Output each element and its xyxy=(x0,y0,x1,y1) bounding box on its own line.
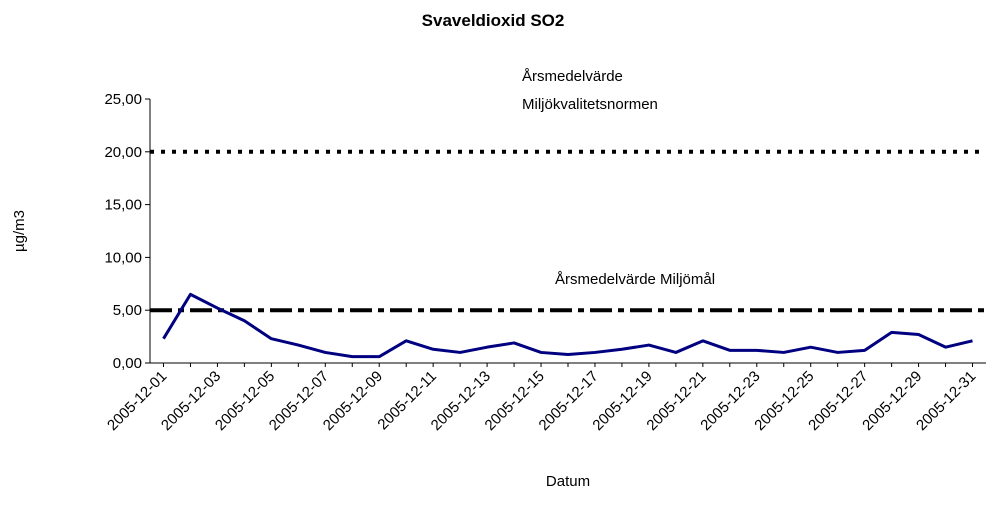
reference-label: Årsmedelvärde Miljömål xyxy=(555,271,715,288)
reference-label: Miljökvalitetsnormen xyxy=(522,96,658,113)
y-axis-label: µg/m3 xyxy=(11,210,28,252)
y-tick-label: 15,00 xyxy=(104,197,142,214)
reference-label: Årsmedelvärde xyxy=(522,68,623,85)
y-tick-label: 10,00 xyxy=(104,249,142,266)
y-tick-label: 5,00 xyxy=(113,302,142,319)
y-tick-label: 25,00 xyxy=(104,91,142,108)
x-axis-label: Datum xyxy=(546,473,590,490)
y-tick-label: 0,00 xyxy=(113,355,142,372)
y-tick-label: 20,00 xyxy=(104,144,142,161)
data-line xyxy=(162,292,973,359)
chart-title: Svaveldioxid SO2 xyxy=(422,11,565,30)
